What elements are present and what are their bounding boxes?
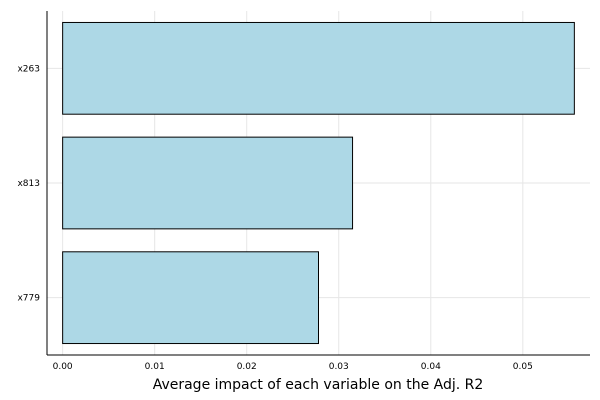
x-tick-label: 0.04 bbox=[421, 362, 441, 372]
y-tick-label: x779 bbox=[17, 294, 40, 304]
y-tick-labels: x263 x813 x779 bbox=[17, 64, 40, 303]
bar-x779 bbox=[62, 251, 319, 345]
x-tick-label: 0.03 bbox=[329, 362, 349, 372]
bar-x813 bbox=[62, 136, 354, 230]
x-axis-title: Average impact of each variable on the A… bbox=[153, 377, 484, 393]
x-tick-label: 0.00 bbox=[53, 362, 73, 372]
x-tick-labels: 0.00 0.01 0.02 0.03 0.04 0.05 bbox=[53, 362, 533, 372]
x-tick-label: 0.01 bbox=[145, 362, 165, 372]
x-tick-label: 0.02 bbox=[237, 362, 257, 372]
y-tick-label: x263 bbox=[17, 64, 40, 74]
y-tick-label: x813 bbox=[17, 179, 40, 189]
bar-x263 bbox=[62, 21, 575, 115]
bar-layer bbox=[62, 21, 575, 345]
x-tick-label: 0.05 bbox=[513, 362, 533, 372]
